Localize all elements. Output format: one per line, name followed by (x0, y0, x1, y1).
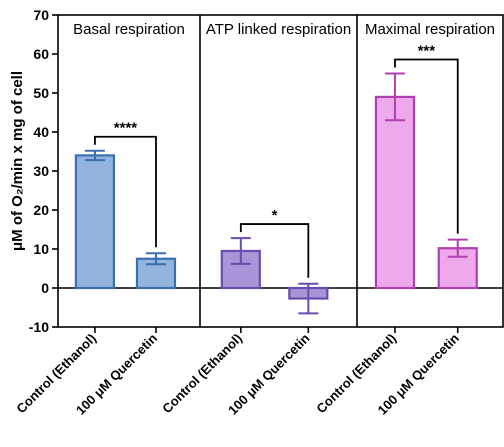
significance-bracket (94, 135, 157, 248)
bar (374, 95, 416, 290)
y-tick-label: 0 (41, 280, 49, 296)
significance-label: *** (418, 43, 436, 60)
y-tick-label: 50 (33, 85, 49, 101)
plot-frame (57, 14, 504, 328)
bar (74, 154, 116, 290)
y-tick-label: 60 (33, 46, 49, 62)
y-tick-label: 70 (33, 7, 49, 23)
y-tick-label: 20 (33, 202, 49, 218)
significance-bracket (239, 223, 310, 278)
significance-label: * (272, 207, 278, 224)
y-tick-label: 30 (33, 163, 49, 179)
panel-title: Maximal respiration (365, 21, 495, 38)
significance-label: **** (114, 120, 138, 137)
panel-title: ATP linked respiration (206, 21, 351, 38)
significance-bracket (394, 58, 459, 234)
y-tick-label: -10 (29, 319, 49, 335)
y-tick-label: 40 (33, 124, 49, 140)
y-axis-label: μM of O₂/min x mg of cell (9, 71, 26, 251)
panel-title: Basal respiration (73, 21, 185, 38)
y-tick-label: 10 (33, 241, 49, 257)
